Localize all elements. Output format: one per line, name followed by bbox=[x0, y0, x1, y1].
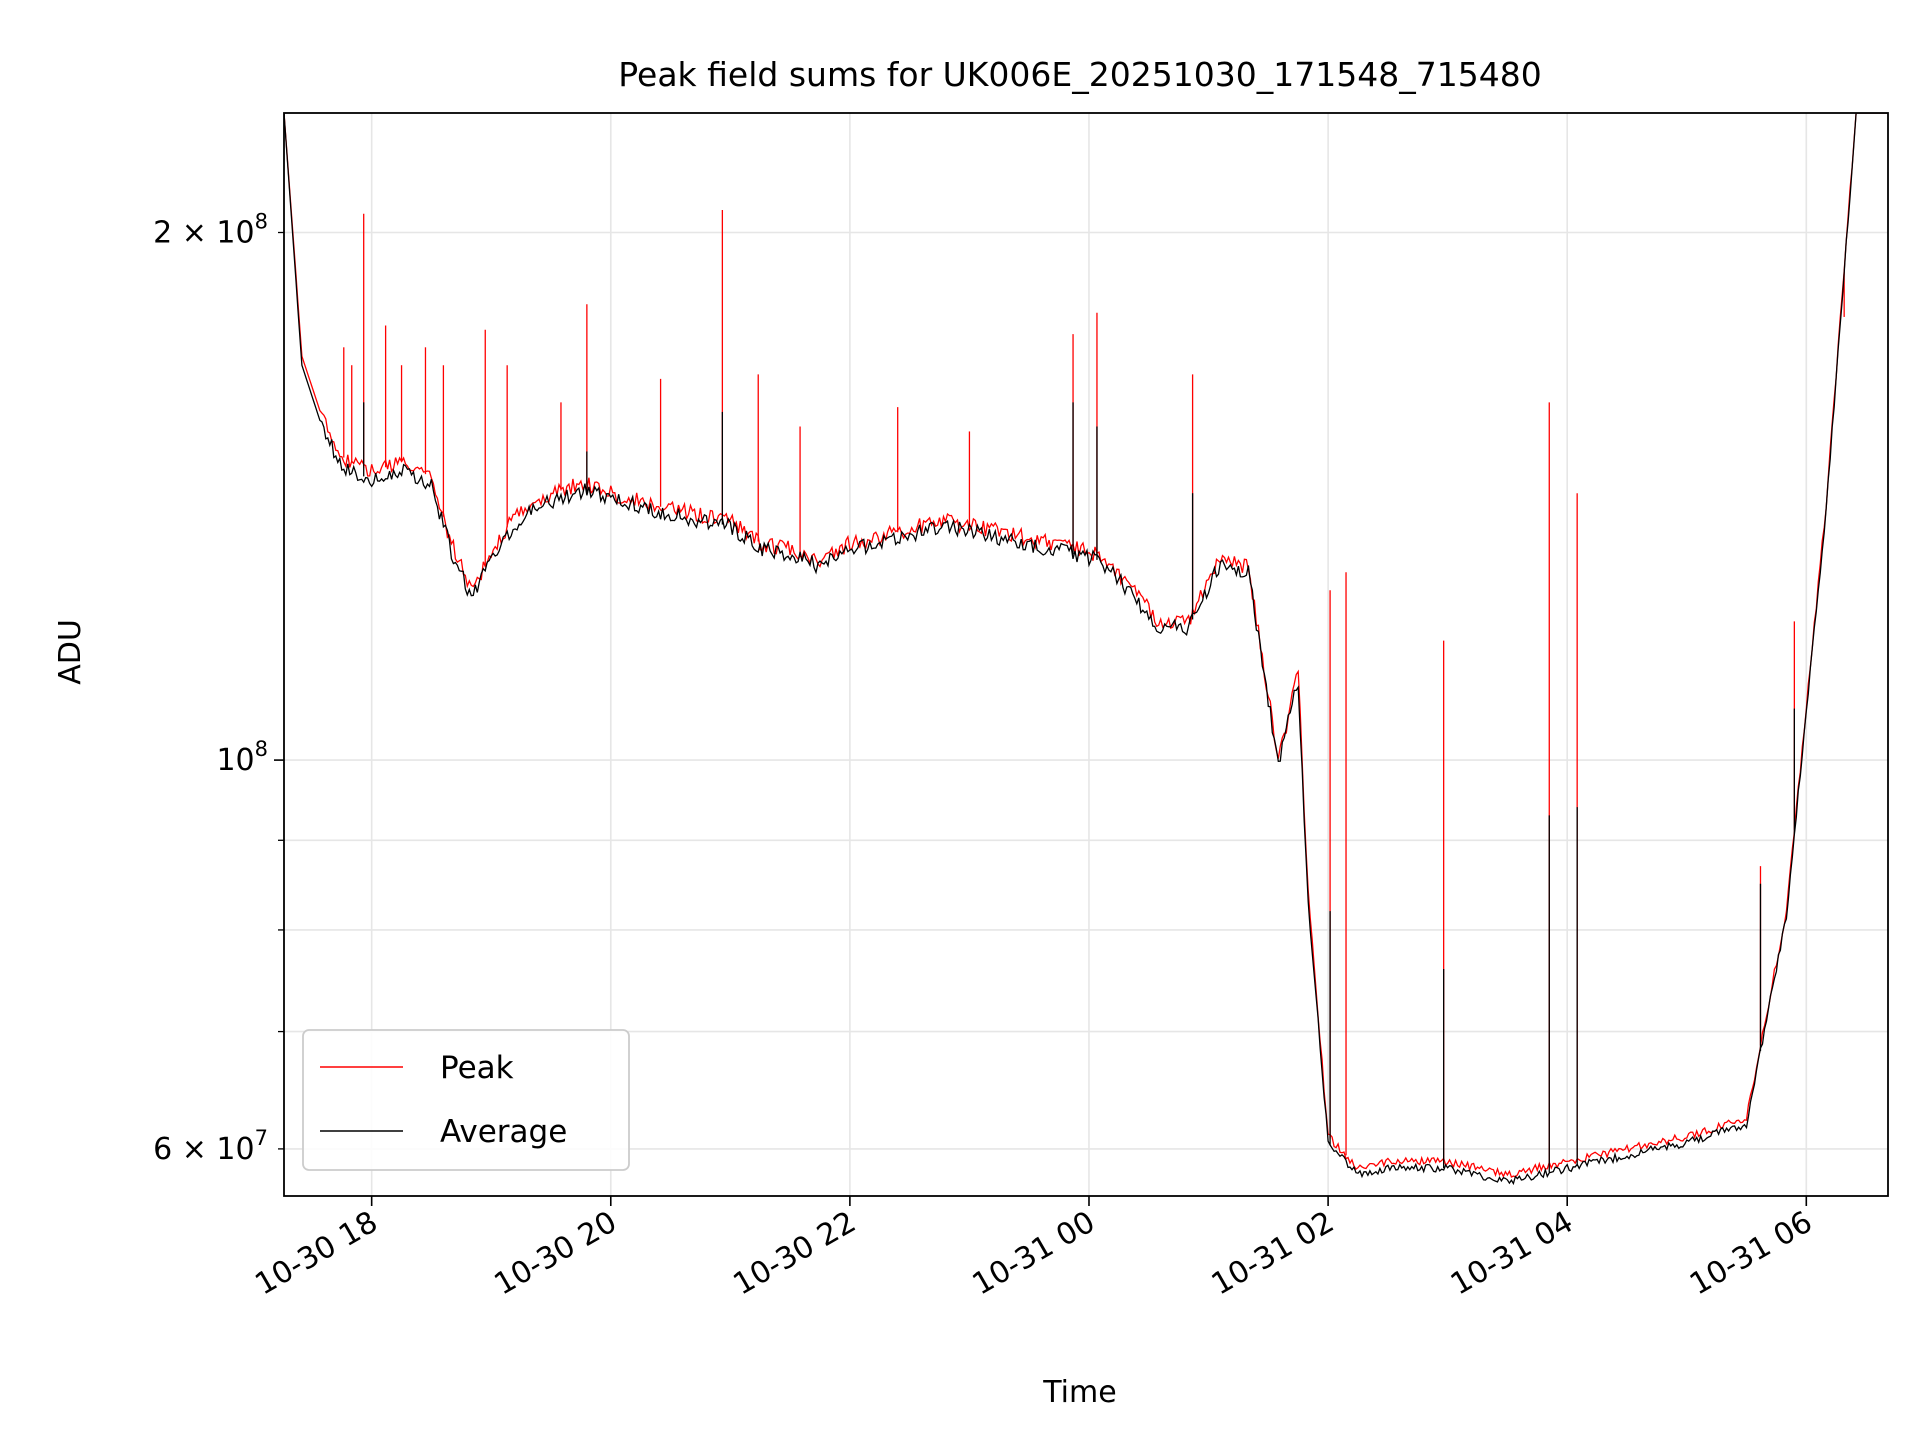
series-line-average bbox=[284, 113, 1888, 1186]
x-tick-label: 10-31 04 bbox=[1445, 1205, 1579, 1303]
x-tick-label: 10-31 06 bbox=[1684, 1205, 1818, 1303]
plot-series bbox=[284, 113, 1888, 1186]
y-tick-label: 6 × 107 bbox=[153, 1126, 268, 1167]
series-line-peak bbox=[284, 113, 1888, 1178]
grid bbox=[284, 113, 1888, 1196]
legend-label-peak: Peak bbox=[440, 1050, 514, 1086]
chart-title: Peak field sums for UK006E_20251030_1715… bbox=[618, 55, 1541, 94]
legend-box bbox=[302, 1029, 630, 1171]
y-tick-label: 108 bbox=[216, 737, 268, 778]
x-tick-label: 10-30 22 bbox=[728, 1205, 862, 1303]
plot-frame bbox=[283, 112, 1889, 1197]
x-axis-label: Time bbox=[1042, 1375, 1116, 1410]
x-tick-label: 10-31 00 bbox=[967, 1205, 1101, 1303]
legend: Peak Average bbox=[302, 1029, 630, 1171]
y-tick-label: 2 × 108 bbox=[153, 210, 268, 251]
x-tick-label: 10-30 18 bbox=[249, 1205, 383, 1303]
y-axis-label: ADU bbox=[53, 619, 88, 685]
x-tick-label: 10-31 02 bbox=[1206, 1205, 1340, 1303]
legend-label-average: Average bbox=[440, 1114, 567, 1150]
x-tick-label: 10-30 20 bbox=[488, 1205, 622, 1303]
